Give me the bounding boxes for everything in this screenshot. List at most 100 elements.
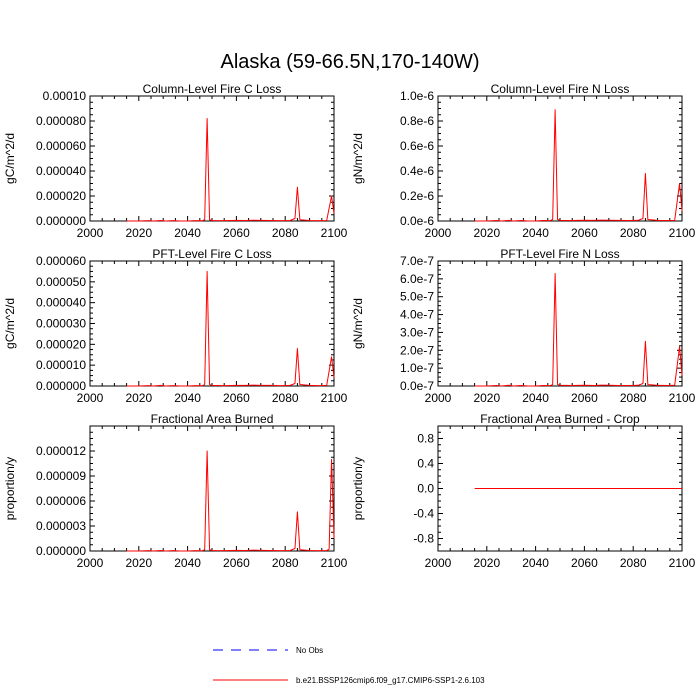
y-tick-label: 0.000000 — [36, 379, 86, 393]
chart-panels: Column-Level Fire C Loss gC/m^2/d 2000 2020… — [3, 82, 696, 570]
x-tick-label: 2000 — [425, 556, 452, 570]
y-tick-label: 0.000010 — [36, 358, 86, 372]
panel-title: PFT-Level Fire C Loss — [152, 247, 271, 261]
x-tick-label: 2040 — [522, 226, 549, 240]
x-tick-label: 2060 — [571, 391, 598, 405]
y-tick-label: 0.000020 — [36, 337, 86, 351]
x-tick-label: 2040 — [174, 226, 201, 240]
y-axis-label: proportion/y — [3, 457, 17, 520]
y-tick-label: 0.000060 — [36, 254, 86, 268]
x-tick-label: 2060 — [223, 556, 250, 570]
chart-panel-5: Fractional Area Burned proportion/y 2000 20… — [3, 412, 348, 570]
x-tick-label: 2080 — [272, 226, 299, 240]
x-tick-label: 2020 — [473, 556, 500, 570]
y-tick-label: 0.6e-6 — [400, 139, 434, 153]
x-tick-label: 2080 — [620, 391, 647, 405]
chart-panel-4: PFT-Level Fire N Loss gN/m^2/d 2000 2020 204… — [351, 247, 696, 405]
y-tick-label: 6.0e-7 — [400, 272, 434, 286]
legend-model-label: b.e21.BSSP126cmip6.f09_g17.CMIP6-SSP1-2.… — [296, 676, 485, 685]
x-tick-label: 2040 — [174, 391, 201, 405]
y-tick-label: -0.8 — [413, 532, 434, 546]
y-axis-label: gN/m^2/d — [351, 298, 365, 349]
y-tick-label: 0.000006 — [36, 494, 86, 508]
y-tick-label: 0.8e-6 — [400, 114, 434, 128]
x-tick-label: 2040 — [522, 391, 549, 405]
y-axis-label: gC/m^2/d — [3, 133, 17, 184]
x-tick-label: 2080 — [620, 556, 647, 570]
x-tick-label: 2060 — [223, 226, 250, 240]
x-tick-label: 2020 — [125, 391, 152, 405]
y-tick-label: 0.000012 — [36, 444, 86, 458]
plot-frame — [89, 260, 335, 387]
x-tick-label: 2000 — [77, 556, 104, 570]
y-tick-label: 0.000080 — [36, 114, 86, 128]
panel-title: Fractional Area Burned - Crop — [480, 412, 640, 426]
y-tick-label: 0.00010 — [43, 89, 87, 103]
series-line — [474, 273, 683, 387]
x-tick-label: 2020 — [125, 226, 152, 240]
x-tick-label: 2100 — [321, 226, 348, 240]
y-tick-label: -0.4 — [413, 507, 434, 521]
y-tick-label: 0.2e-6 — [400, 189, 434, 203]
y-tick-label: 0.000003 — [36, 519, 86, 533]
x-tick-label: 2100 — [669, 391, 696, 405]
y-tick-label: 0.000020 — [36, 189, 86, 203]
y-tick-label: 0.000040 — [36, 164, 86, 178]
x-tick-label: 2000 — [77, 391, 104, 405]
chart-panel-3: PFT-Level Fire C Loss gC/m^2/d 2000 2020 204… — [3, 247, 348, 405]
y-tick-label: 0.000030 — [36, 317, 86, 331]
x-tick-label: 2060 — [571, 556, 598, 570]
y-tick-label: 0.000009 — [36, 469, 86, 483]
chart-panel-1: Column-Level Fire C Loss gC/m^2/d 2000 2020… — [3, 82, 348, 240]
y-tick-label: 0.8 — [417, 432, 434, 446]
x-tick-label: 2100 — [321, 556, 348, 570]
x-tick-label: 2020 — [125, 556, 152, 570]
plot-frame — [89, 425, 335, 552]
x-tick-label: 2100 — [669, 226, 696, 240]
legend: No Obs b.e21.BSSP126cmip6.f09_g17.CMIP6-… — [213, 646, 485, 685]
y-tick-label: 0.4e-6 — [400, 164, 434, 178]
plot-frame — [437, 95, 683, 222]
x-tick-label: 2020 — [473, 226, 500, 240]
x-tick-label: 2000 — [425, 226, 452, 240]
y-axis-label: proportion/y — [351, 457, 365, 520]
y-tick-label: 7.0e-7 — [400, 254, 434, 268]
y-tick-label: 3.0e-7 — [400, 325, 434, 339]
x-tick-label: 2080 — [272, 556, 299, 570]
x-tick-label: 2080 — [272, 391, 299, 405]
series-line — [126, 270, 335, 387]
y-tick-label: 1.0e-6 — [400, 89, 434, 103]
y-tick-label: 1.0e-7 — [400, 361, 434, 375]
y-tick-label: 4.0e-7 — [400, 308, 434, 322]
y-tick-label: 0.000040 — [36, 296, 86, 310]
panel-title: Fractional Area Burned — [151, 412, 274, 426]
y-tick-label: 0.000000 — [36, 544, 86, 558]
x-tick-label: 2000 — [425, 391, 452, 405]
figure-title: Alaska (59-66.5N,170-140W) — [220, 51, 479, 73]
chart-panel-2: Column-Level Fire N Loss gN/m^2/d 2000 2020… — [351, 82, 696, 240]
x-tick-label: 2000 — [77, 226, 104, 240]
chart-panel-6: Fractional Area Burned - Crop proportion/… — [351, 412, 696, 570]
y-tick-label: 0.0e-6 — [400, 214, 434, 228]
y-tick-label: 0.4 — [417, 457, 434, 471]
plot-frame — [89, 95, 335, 222]
y-axis-label: gC/m^2/d — [3, 298, 17, 349]
y-axis-label: gN/m^2/d — [351, 133, 365, 184]
y-tick-label: 0.0 — [417, 482, 434, 496]
y-tick-label: 0.0e-7 — [400, 379, 434, 393]
y-tick-label: 5.0e-7 — [400, 290, 434, 304]
panel-title: Column-Level Fire C Loss — [143, 82, 282, 96]
x-tick-label: 2080 — [620, 226, 647, 240]
x-tick-label: 2020 — [473, 391, 500, 405]
x-tick-label: 2040 — [522, 556, 549, 570]
series-line — [474, 109, 683, 222]
x-tick-label: 2040 — [174, 556, 201, 570]
panel-title: PFT-Level Fire N Loss — [500, 247, 619, 261]
plot-frame — [437, 260, 683, 387]
panel-title: Column-Level Fire N Loss — [491, 82, 630, 96]
x-tick-label: 2100 — [669, 556, 696, 570]
series-line — [126, 118, 335, 222]
x-tick-label: 2060 — [223, 391, 250, 405]
series-line — [126, 450, 335, 552]
y-tick-label: 0.000000 — [36, 214, 86, 228]
